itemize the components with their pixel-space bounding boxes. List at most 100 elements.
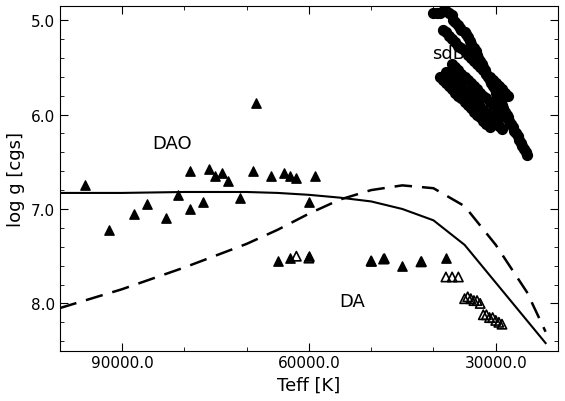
Point [493, 93, 502, 99]
Text: sdB: sdB [433, 45, 466, 63]
Point [507, 122, 516, 128]
Point [198, 200, 207, 206]
Point [462, 32, 471, 38]
Point [186, 168, 195, 175]
Point [466, 81, 475, 87]
Point [466, 55, 475, 62]
Point [476, 115, 485, 121]
Point [105, 227, 114, 233]
Point [445, 10, 454, 17]
Point [80, 183, 89, 189]
Point [445, 73, 454, 79]
Point [485, 124, 494, 131]
Point [463, 53, 472, 59]
Point [497, 103, 506, 109]
Point [476, 90, 485, 97]
Point [497, 321, 506, 328]
Point [435, 74, 444, 81]
Point [367, 258, 376, 265]
X-axis label: Teff [K]: Teff [K] [277, 376, 341, 394]
Point [479, 107, 488, 114]
Point [482, 96, 491, 102]
Point [454, 68, 463, 74]
Point [445, 34, 454, 40]
Point [485, 100, 494, 106]
Point [273, 258, 282, 265]
Point [441, 81, 450, 87]
Point [482, 312, 491, 318]
Point [451, 40, 460, 46]
Point [516, 140, 525, 147]
Point [480, 68, 489, 74]
Point [518, 143, 527, 150]
Point [470, 59, 479, 65]
Point [508, 124, 518, 131]
Point [482, 122, 491, 128]
Point [466, 296, 475, 302]
Point [523, 152, 532, 159]
Point [460, 74, 469, 81]
Point [472, 112, 481, 118]
Point [441, 70, 450, 76]
Point [472, 298, 481, 304]
Point [479, 119, 488, 125]
Point [485, 114, 494, 120]
Point [305, 255, 314, 262]
Point [479, 68, 488, 74]
Point [491, 318, 500, 324]
Point [510, 128, 519, 134]
Point [451, 20, 460, 26]
Point [379, 255, 388, 262]
Point [454, 22, 463, 29]
Point [457, 27, 466, 34]
Point [465, 38, 474, 45]
Point [449, 18, 458, 24]
Point [286, 173, 295, 180]
Point [472, 87, 481, 93]
Point [460, 296, 469, 302]
Point [503, 93, 512, 99]
Point [513, 134, 522, 140]
Point [491, 105, 500, 112]
Point [438, 8, 447, 15]
Point [466, 41, 475, 48]
Point [501, 90, 510, 97]
Point [488, 84, 497, 90]
Point [286, 255, 295, 262]
Point [466, 95, 475, 101]
Point [497, 126, 506, 133]
Point [438, 27, 447, 34]
Point [130, 211, 139, 217]
Point [454, 274, 463, 280]
Point [479, 312, 488, 318]
Point [432, 11, 441, 18]
Point [460, 89, 469, 95]
Point [470, 109, 479, 115]
Point [438, 77, 447, 84]
Point [186, 206, 195, 213]
Point [211, 173, 220, 180]
Point [515, 138, 524, 144]
Point [485, 315, 494, 321]
Point [248, 168, 257, 175]
Point [470, 84, 479, 90]
Point [479, 65, 488, 71]
Point [217, 170, 226, 177]
Point [519, 147, 528, 153]
Point [472, 62, 481, 69]
Point [161, 216, 170, 222]
Point [454, 93, 463, 99]
Point [470, 298, 479, 304]
Point [502, 112, 511, 118]
Point [484, 74, 493, 81]
Point [488, 77, 497, 84]
Point [447, 62, 457, 69]
Point [305, 253, 314, 260]
Point [367, 258, 376, 265]
Point [476, 65, 485, 71]
Point [457, 86, 466, 92]
Point [468, 44, 477, 51]
Point [173, 192, 182, 198]
Point [441, 8, 450, 15]
Point [470, 98, 479, 104]
